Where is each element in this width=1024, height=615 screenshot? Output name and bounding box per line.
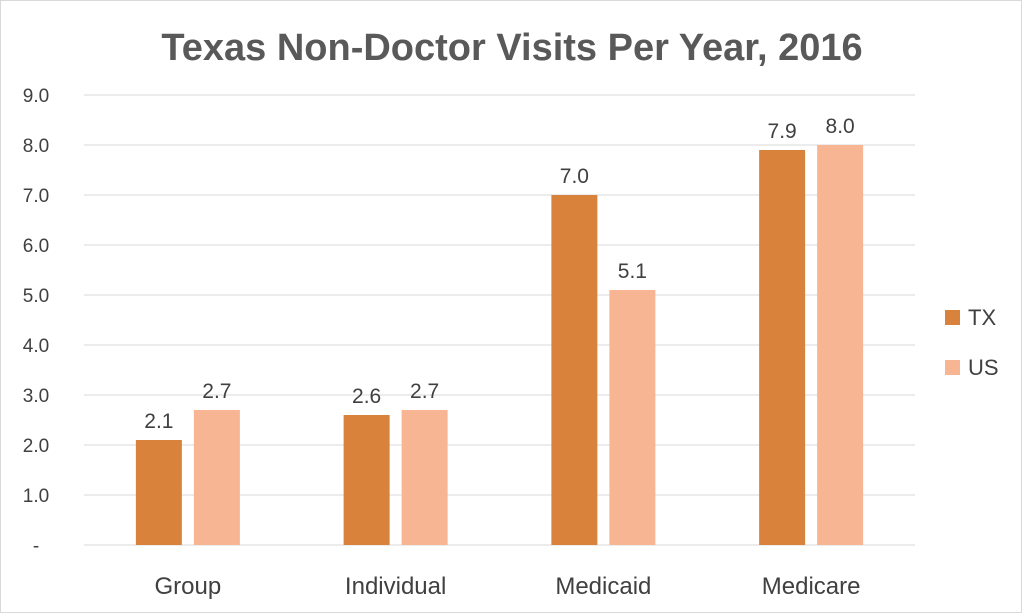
data-labels: 2.1 2.7 2.6 2.7 7.0 5.1 7.9 8.0 <box>144 115 854 433</box>
y-tick-label: 1.0 <box>23 486 49 507</box>
data-label: 8.0 <box>826 115 855 138</box>
x-tick-label: Individual <box>345 573 446 600</box>
bar-tx-medicaid <box>551 195 598 545</box>
y-tick-label: 7.0 <box>23 186 49 207</box>
bar-us-medicaid <box>609 290 656 545</box>
legend-label: US <box>968 355 999 380</box>
x-axis-ticks: Group Individual Medicaid Medicare <box>155 573 861 600</box>
data-label: 2.6 <box>352 385 381 408</box>
bar-tx-medicare <box>759 150 806 545</box>
bar-us-medicare <box>817 145 864 545</box>
y-tick-label: 3.0 <box>23 386 49 407</box>
data-label: 7.0 <box>560 165 589 188</box>
bars <box>135 145 864 545</box>
y-tick-label: 6.0 <box>23 236 49 257</box>
data-label: 7.9 <box>768 120 797 143</box>
x-tick-label: Group <box>155 573 222 600</box>
data-label: 2.7 <box>202 380 231 403</box>
chart-title: Texas Non-Doctor Visits Per Year, 2016 <box>161 27 862 69</box>
y-tick-label: 9.0 <box>23 86 49 107</box>
y-tick-label: 4.0 <box>23 336 49 357</box>
y-tick-label: 2.0 <box>23 436 49 457</box>
bar-us-group <box>193 410 240 545</box>
legend-swatch-tx <box>945 310 960 325</box>
bar-tx-individual <box>343 415 390 545</box>
bar-us-individual <box>401 410 448 545</box>
x-tick-label: Medicaid <box>555 573 651 600</box>
legend-label: TX <box>968 305 996 330</box>
legend: TX US <box>945 305 999 380</box>
y-tick-label: - <box>33 536 39 557</box>
y-tick-label: 5.0 <box>23 286 49 307</box>
y-axis-ticks: - 1.0 2.0 3.0 4.0 5.0 6.0 7.0 8.0 9.0 <box>23 86 49 557</box>
y-tick-label: 8.0 <box>23 136 49 157</box>
data-label: 2.1 <box>144 410 173 433</box>
bar-tx-group <box>135 440 182 545</box>
data-label: 5.1 <box>618 260 647 283</box>
data-label: 2.7 <box>410 380 439 403</box>
legend-swatch-us <box>945 360 960 375</box>
x-tick-label: Medicare <box>762 573 861 600</box>
